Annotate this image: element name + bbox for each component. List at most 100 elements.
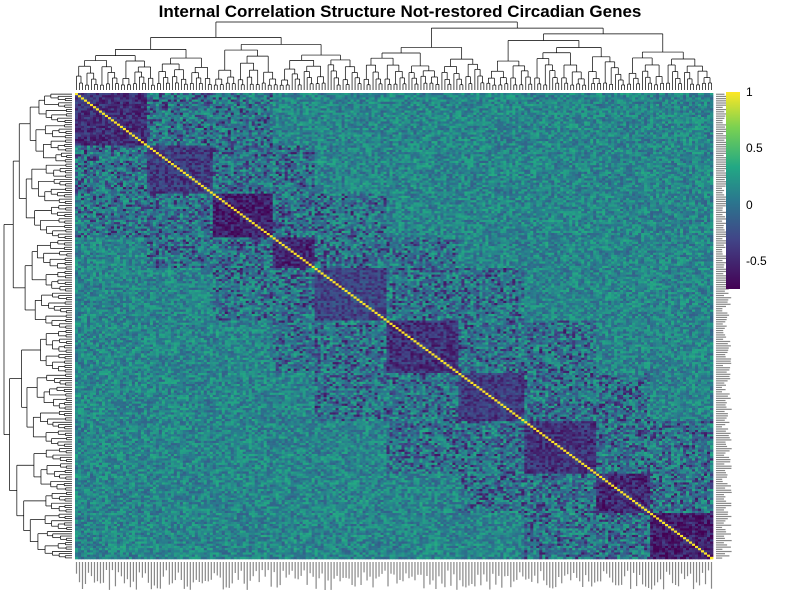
heatmap-cell [273, 113, 276, 116]
heatmap-cell [96, 117, 99, 120]
heatmap-cell [506, 111, 509, 114]
heatmap-cell [632, 102, 635, 105]
heatmap-cell [135, 128, 138, 131]
heatmap-cell [464, 97, 467, 100]
heatmap-cell [255, 95, 258, 98]
heatmap-cell [650, 106, 653, 109]
heatmap-cell [117, 121, 120, 124]
heatmap-cell [584, 95, 587, 98]
heatmap-cell [611, 93, 614, 96]
heatmap-cell [216, 115, 219, 118]
heatmap-cell [168, 104, 171, 107]
heatmap-cell [327, 119, 330, 122]
heatmap-cell [198, 121, 201, 124]
heatmap-cell [455, 128, 458, 131]
heatmap-cell [93, 119, 96, 122]
heatmap-cell [527, 124, 530, 127]
heatmap-cell [686, 102, 689, 105]
heatmap-cell [375, 124, 378, 127]
heatmap-cell [198, 124, 201, 127]
heatmap-cell [327, 115, 330, 118]
heatmap-cell [461, 126, 464, 129]
heatmap-cell [342, 128, 345, 131]
heatmap-cell [452, 128, 455, 131]
heatmap-cell [482, 93, 485, 96]
heatmap-cell [491, 115, 494, 118]
heatmap-cell [168, 126, 171, 129]
heatmap-cell [297, 108, 300, 111]
heatmap-cell [464, 128, 467, 131]
heatmap-cell [315, 126, 318, 129]
heatmap-cell [93, 108, 96, 111]
heatmap-cell [602, 113, 605, 116]
heatmap-cell [189, 121, 192, 124]
heatmap-cell [357, 130, 360, 133]
heatmap-cell [111, 102, 114, 105]
heatmap-cell [306, 106, 309, 109]
heatmap-cell [126, 113, 129, 116]
heatmap-cell [213, 126, 216, 129]
heatmap-cell [393, 113, 396, 116]
heatmap-cell [132, 104, 135, 107]
heatmap-cell [689, 113, 692, 116]
heatmap-cell [536, 126, 539, 129]
heatmap-cell [662, 111, 665, 114]
heatmap-cell [81, 119, 84, 122]
heatmap-cell [108, 106, 111, 109]
heatmap-cell [407, 106, 410, 109]
heatmap-cell [87, 100, 90, 103]
heatmap-cell [201, 121, 204, 124]
heatmap-cell [647, 121, 650, 124]
heatmap-cell [75, 121, 78, 124]
heatmap-cell [141, 115, 144, 118]
heatmap-cell [381, 124, 384, 127]
heatmap-cell [372, 130, 375, 133]
heatmap-cell [452, 100, 455, 103]
heatmap-cell [396, 97, 399, 100]
heatmap-cell [384, 121, 387, 124]
heatmap-cell [581, 115, 584, 118]
heatmap-cell [324, 104, 327, 107]
heatmap-cell [446, 100, 449, 103]
heatmap-cell [695, 117, 698, 120]
heatmap-cell [216, 100, 219, 103]
heatmap-cell [533, 117, 536, 120]
heatmap-cell [192, 108, 195, 111]
heatmap-cell [285, 97, 288, 100]
heatmap-cell [599, 95, 602, 98]
heatmap-cell [635, 106, 638, 109]
heatmap-cell [467, 115, 470, 118]
heatmap-cell [482, 121, 485, 124]
heatmap-cell [171, 95, 174, 98]
heatmap-cell [138, 119, 141, 122]
heatmap-cell [213, 128, 216, 131]
heatmap-cell [572, 121, 575, 124]
heatmap-cell [590, 106, 593, 109]
heatmap-cell [168, 128, 171, 131]
heatmap-cell [255, 97, 258, 100]
heatmap-cell [360, 119, 363, 122]
heatmap-cell [626, 104, 629, 107]
heatmap-cell [204, 115, 207, 118]
heatmap-cell [653, 126, 656, 129]
heatmap-cell [473, 97, 476, 100]
heatmap-cell [390, 97, 393, 100]
heatmap-cell [428, 104, 431, 107]
heatmap-cell [485, 108, 488, 111]
heatmap-cell [267, 93, 270, 96]
heatmap-cell [440, 111, 443, 114]
heatmap-cell [375, 126, 378, 129]
heatmap-cell [135, 104, 138, 107]
heatmap-cell [135, 97, 138, 100]
heatmap-cell [180, 121, 183, 124]
heatmap-cell [581, 119, 584, 122]
heatmap-cell [524, 93, 527, 96]
heatmap-cell [255, 119, 258, 122]
heatmap-cell [267, 106, 270, 109]
heatmap-cell [258, 104, 261, 107]
heatmap-cell [692, 100, 695, 103]
heatmap-cell [84, 130, 87, 133]
heatmap-cell [237, 111, 240, 114]
heatmap-cell [401, 95, 404, 98]
heatmap-cell [318, 124, 321, 127]
